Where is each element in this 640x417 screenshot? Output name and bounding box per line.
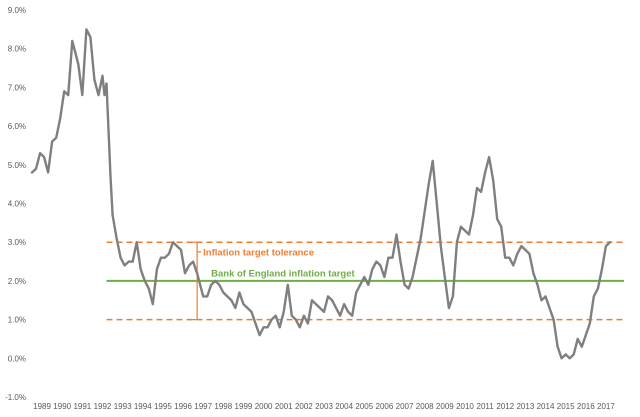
x-tick-label: 1990: [53, 402, 71, 411]
y-tick-label: 3.0%: [8, 238, 26, 247]
x-tick-label: 2013: [516, 402, 534, 411]
x-tick-label: 2008: [416, 402, 434, 411]
y-tick-label: 1.0%: [8, 316, 26, 325]
x-tick-label: 2016: [577, 402, 595, 411]
x-tick-label: 1999: [235, 402, 253, 411]
x-tick-label: 2012: [496, 402, 514, 411]
y-tick-label: 9.0%: [8, 6, 26, 15]
x-tick-label: 1994: [134, 402, 152, 411]
y-tick-label: 2.0%: [8, 277, 26, 286]
x-tick-label: 2014: [537, 402, 555, 411]
tolerance-bracket: [191, 241, 198, 321]
x-tick-label: 2015: [557, 402, 575, 411]
x-tick-label: 2005: [355, 402, 373, 411]
x-tick-label: 2000: [255, 402, 273, 411]
x-tick-label: 2017: [597, 402, 615, 411]
y-tick-label: 7.0%: [8, 83, 26, 92]
x-tick-label: 1991: [73, 402, 91, 411]
x-tick-label: 2009: [436, 402, 454, 411]
inflation-tolerance-label: Inflation target tolerance: [203, 247, 314, 258]
y-tick-label: 4.0%: [8, 200, 26, 209]
x-tick-label: 2010: [456, 402, 474, 411]
x-tick-label: 2003: [315, 402, 333, 411]
cpi-inflation-series-line: [30, 28, 612, 360]
x-tick-label: 2011: [477, 402, 495, 411]
y-tick-label: 5.0%: [8, 161, 26, 170]
x-tick-label: 2001: [275, 402, 293, 411]
x-tick-label: 2006: [376, 402, 394, 411]
inflation-target-label: Bank of England inflation target: [211, 269, 355, 280]
x-tick-label: 1992: [94, 402, 112, 411]
annotations: Inflation target tolerance Bank of Englan…: [197, 247, 356, 280]
x-tick-label: 1997: [194, 402, 212, 411]
x-tick-label: 2007: [396, 402, 414, 411]
x-tick-label: 1989: [33, 402, 51, 411]
y-tick-label: 0.0%: [8, 354, 26, 363]
x-tick-label: 1995: [154, 402, 172, 411]
y-tick-label: -1.0%: [5, 393, 26, 402]
x-axis-tick-labels: 1989 1990 1991 1992 1993 1994 1995 1996 1997 1998…: [33, 402, 615, 411]
y-tick-label: 8.0%: [8, 45, 26, 54]
x-tick-label: 2002: [295, 402, 313, 411]
x-tick-label: 1993: [114, 402, 132, 411]
series-group: [30, 28, 612, 360]
y-tick-label: 6.0%: [8, 122, 26, 131]
x-tick-label: 1996: [174, 402, 192, 411]
x-tick-label: 2004: [335, 402, 353, 411]
y-axis-tick-labels: -1.0% 0.0% 1.0% 2.0% 3.0% 4.0% 5.0% 6.0% 7.0% 8.0…: [5, 6, 26, 402]
x-tick-label: 1998: [214, 402, 232, 411]
